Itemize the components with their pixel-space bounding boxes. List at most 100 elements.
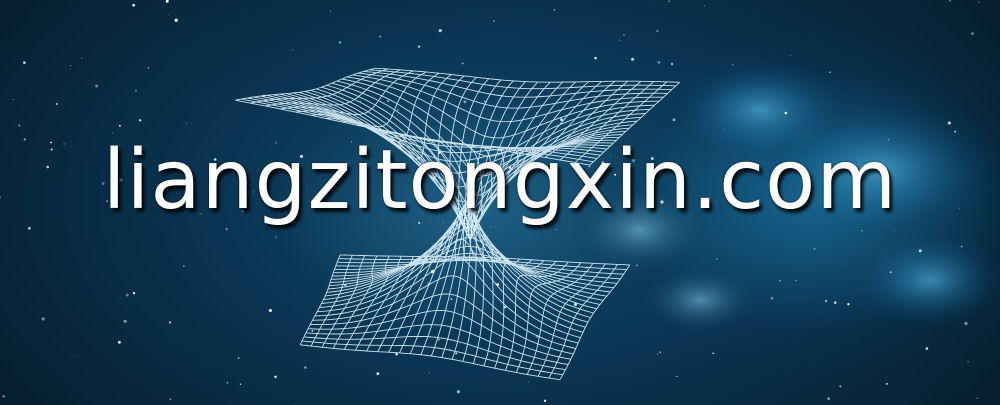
star: [379, 35, 382, 38]
grid-line: [323, 202, 589, 323]
star: [101, 182, 105, 185]
star: [609, 155, 611, 157]
grid-line: [321, 86, 638, 228]
grid-line: [307, 309, 571, 360]
star: [275, 236, 277, 238]
star: [252, 191, 255, 193]
star: [428, 372, 431, 374]
star: [650, 157, 654, 160]
star: [770, 297, 774, 300]
star: [450, 298, 453, 301]
star: [795, 279, 797, 282]
star: [619, 39, 621, 41]
grid-line: [358, 72, 668, 109]
star: [527, 381, 529, 383]
star: [779, 280, 781, 282]
star: [527, 170, 529, 172]
grid-line: [329, 216, 601, 305]
star: [174, 18, 178, 22]
grid-line: [333, 252, 614, 289]
star: [833, 301, 837, 304]
star: [69, 64, 72, 66]
star: [629, 149, 632, 151]
star: [802, 166, 804, 168]
star: [46, 165, 49, 169]
star: [461, 62, 464, 65]
star: [396, 108, 400, 111]
star: [18, 124, 21, 127]
star: [351, 141, 353, 143]
grid-line: [331, 237, 607, 297]
star: [226, 381, 229, 384]
grid-line: [363, 70, 672, 98]
star: [304, 366, 307, 369]
star: [594, 56, 597, 60]
star: [660, 200, 664, 204]
star: [387, 100, 389, 102]
star: [12, 98, 14, 100]
star: [76, 356, 78, 358]
grid-line: [305, 324, 569, 365]
star: [672, 118, 676, 122]
star: [327, 206, 329, 208]
star: [119, 178, 123, 182]
star: [417, 45, 421, 48]
star: [23, 138, 26, 141]
star: [292, 49, 294, 51]
star: [395, 352, 398, 356]
grid-line: [247, 97, 598, 159]
star: [585, 178, 587, 180]
star: [653, 2, 655, 4]
star: [275, 141, 277, 144]
star: [169, 398, 172, 401]
grid-line: [298, 91, 623, 229]
star: [0, 196, 2, 199]
star: [659, 351, 661, 353]
star: [266, 386, 268, 388]
star: [23, 61, 26, 64]
grid-line: [253, 96, 601, 156]
star: [28, 226, 31, 230]
star: [632, 159, 636, 162]
star: [225, 227, 228, 231]
star: [274, 375, 277, 379]
star: [731, 198, 734, 200]
grid-line: [352, 74, 664, 123]
grid-line: [286, 93, 617, 203]
star: [338, 41, 342, 44]
star: [165, 0, 169, 3]
star: [397, 114, 398, 116]
star: [657, 61, 661, 64]
grid-line: [321, 209, 586, 328]
grid-line: [303, 335, 566, 371]
star: [889, 271, 892, 274]
star: [455, 352, 458, 355]
star: [847, 303, 850, 306]
grid-line: [326, 84, 642, 214]
star: [112, 132, 114, 134]
star: [50, 141, 52, 144]
grid-line: [515, 262, 582, 373]
star: [893, 229, 895, 231]
star: [716, 258, 718, 260]
star: [954, 130, 957, 133]
star: [724, 129, 726, 131]
star: [976, 397, 978, 400]
grid-line: [266, 94, 608, 162]
grid-line: [317, 238, 581, 339]
star: [623, 34, 625, 36]
star: [237, 357, 240, 360]
star: [829, 71, 832, 74]
grid-line: [334, 257, 618, 284]
star: [117, 340, 121, 344]
star: [185, 122, 187, 124]
star: [41, 317, 45, 321]
grid-line: [336, 80, 651, 177]
star: [132, 292, 136, 295]
star: [147, 67, 150, 69]
grid-line: [310, 293, 574, 355]
grid-line: [300, 344, 560, 381]
star: [789, 54, 792, 56]
